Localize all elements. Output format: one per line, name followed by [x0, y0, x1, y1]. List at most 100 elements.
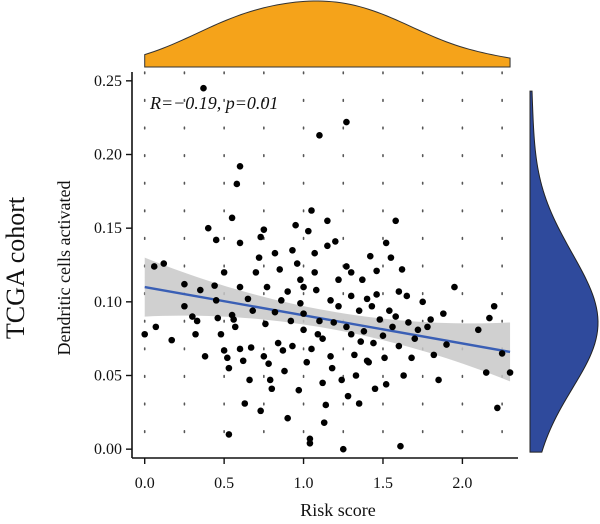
data-point — [141, 330, 149, 338]
data-point — [297, 276, 304, 284]
data-point — [382, 381, 390, 388]
data-point — [392, 217, 399, 225]
data-point — [373, 291, 380, 298]
data-point — [381, 354, 388, 362]
y-tick-label: 0.15 — [94, 220, 122, 237]
data-point — [327, 353, 334, 360]
y-axis-title: Dendritic cells activated — [54, 181, 74, 356]
data-point — [260, 226, 268, 233]
data-point — [278, 297, 285, 304]
data-point — [338, 376, 345, 384]
data-point — [494, 404, 501, 412]
data-point — [189, 313, 196, 320]
data-point — [260, 353, 268, 360]
data-point — [284, 288, 291, 295]
data-point — [382, 239, 390, 247]
data-point — [312, 286, 320, 294]
data-point — [271, 249, 279, 257]
x-tick-label: 0.5 — [214, 475, 234, 492]
data-point — [316, 317, 323, 325]
data-point — [386, 307, 393, 314]
cohort-label: TCGA cohort — [1, 196, 30, 339]
data-point — [430, 351, 438, 359]
data-point — [265, 360, 272, 368]
data-point — [419, 298, 426, 306]
data-point — [241, 400, 249, 407]
data-point — [150, 263, 158, 270]
data-point — [300, 326, 307, 334]
y-tick-label: 0.25 — [94, 73, 122, 90]
data-point — [387, 254, 395, 261]
data-point — [271, 308, 279, 316]
data-point — [289, 246, 296, 254]
data-point — [424, 323, 431, 331]
data-point — [212, 297, 220, 304]
data-point — [230, 316, 237, 323]
data-point — [365, 358, 372, 366]
data-point — [371, 385, 379, 393]
data-point — [355, 307, 363, 314]
data-point — [220, 269, 228, 276]
data-point — [220, 347, 228, 354]
data-point — [249, 307, 257, 314]
data-point — [357, 338, 365, 345]
data-point — [366, 252, 374, 260]
data-point — [257, 233, 264, 241]
data-point — [284, 414, 291, 422]
data-point — [335, 302, 342, 310]
top-density-curve — [144, 0, 511, 68]
data-point — [486, 314, 493, 322]
data-point — [201, 353, 209, 360]
data-point — [279, 347, 287, 354]
data-point — [289, 342, 296, 350]
data-point — [300, 310, 307, 317]
data-point — [311, 269, 318, 276]
tick-labels: 0.0 0.5 1.0 1.5 2.0 0.00 0.05 0.10 0.15 0.20 0.25 — [94, 73, 472, 492]
data-point — [225, 364, 233, 372]
data-point — [211, 282, 218, 289]
data-point — [276, 266, 284, 273]
data-point — [363, 295, 371, 303]
data-point — [474, 326, 482, 334]
data-point — [212, 236, 220, 244]
x-tick-label: 1.5 — [373, 475, 393, 492]
data-point — [200, 84, 207, 92]
data-point — [305, 227, 312, 235]
data-point — [246, 376, 253, 384]
data-point — [373, 267, 380, 275]
data-point — [204, 224, 212, 232]
data-point — [300, 283, 307, 291]
data-point — [306, 439, 314, 447]
data-point — [395, 342, 403, 350]
data-point — [263, 283, 271, 291]
data-point — [297, 300, 304, 307]
data-point — [308, 207, 315, 214]
data-point — [181, 302, 188, 310]
data-point — [324, 242, 331, 250]
data-point — [414, 326, 422, 334]
x-tick-label: 2.0 — [452, 475, 472, 492]
data-point — [395, 288, 403, 295]
data-point — [339, 445, 347, 453]
data-point — [389, 323, 396, 331]
data-point — [320, 419, 328, 426]
x-tick-label: 1.0 — [294, 475, 314, 492]
data-point — [405, 319, 412, 326]
data-point — [293, 260, 301, 267]
data-point — [347, 292, 355, 300]
data-point — [262, 320, 269, 328]
data-point — [322, 401, 330, 409]
data-point — [435, 376, 442, 384]
data-point — [281, 367, 288, 375]
x-tick-label: 0.0 — [135, 475, 155, 492]
data-point — [344, 392, 352, 400]
data-point — [482, 369, 490, 376]
data-point — [443, 341, 450, 348]
data-point — [352, 372, 360, 379]
data-point — [408, 354, 415, 362]
data-point — [490, 302, 498, 310]
data-point — [343, 323, 350, 331]
data-point — [347, 330, 355, 338]
data-point — [236, 345, 244, 353]
